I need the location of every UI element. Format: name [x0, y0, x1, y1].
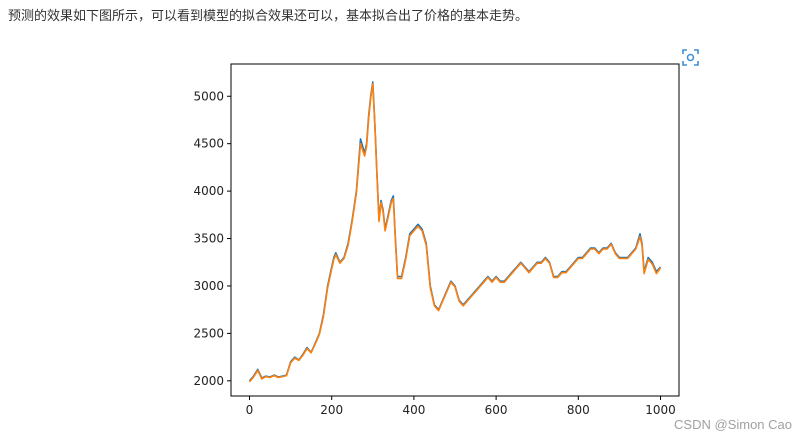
y-tick-label: 4500: [193, 137, 224, 151]
x-tick-label: 800: [567, 403, 590, 417]
x-tick-label: 400: [402, 403, 425, 417]
y-tick-label: 3000: [193, 279, 224, 293]
x-tick-label: 600: [485, 403, 508, 417]
intro-text: 预测的效果如下图所示，可以看到模型的拟合效果还可以，基本拟合出了价格的基本走势。: [8, 9, 529, 24]
ticks-layer: 0 200 400 600 800 1000 2000 2500 3000 3500 4000 450…: [193, 89, 675, 417]
y-tick-label: 2000: [193, 374, 224, 388]
y-tick-label: 4000: [193, 184, 224, 198]
series-layer: [248, 81, 662, 383]
x-tick-label: 1000: [645, 403, 676, 417]
y-tick-label: 5000: [193, 89, 224, 103]
x-tick-label: 200: [320, 403, 343, 417]
x-tick-label: 0: [246, 403, 254, 417]
axes-frame: [230, 63, 680, 397]
series-line-2: [248, 83, 662, 383]
watermark: CSDN @Simon Cao: [674, 417, 792, 432]
y-tick-label: 2500: [193, 326, 224, 340]
series-line-1: [248, 81, 662, 382]
y-tick-label: 3500: [193, 232, 224, 246]
expand-view-icon[interactable]: [682, 49, 699, 66]
